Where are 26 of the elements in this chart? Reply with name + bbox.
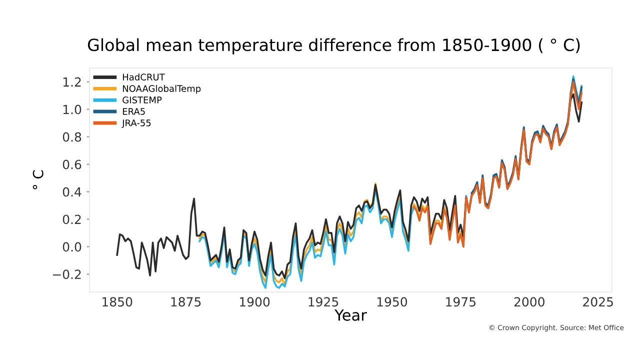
y-tick-label: 0.0 <box>62 242 82 252</box>
x-tick-label: 1875 <box>171 297 201 307</box>
y-axis-title: ° C <box>32 170 44 190</box>
legend-label: GISTEMP <box>122 96 162 104</box>
legend-label: JRA-55 <box>122 120 151 128</box>
y-tick-label: 0.4 <box>62 187 82 197</box>
x-tick-label: 1900 <box>240 297 270 307</box>
y-tick-label: 0.8 <box>62 132 82 142</box>
x-tick-label: 1925 <box>308 297 338 307</box>
legend-label: NOAAGlobalTemp <box>122 84 201 94</box>
y-tick-label: 0.6 <box>62 160 82 170</box>
x-tick-label: 2025 <box>583 297 613 307</box>
y-tick-label: −0.2 <box>52 270 81 280</box>
y-tick-label: 1.0 <box>63 104 82 114</box>
x-axis-title: Year <box>334 309 367 321</box>
legend-label: ERA5 <box>122 108 145 115</box>
legend-label: HadCRUT <box>122 74 165 80</box>
x-tick-label: 1975 <box>446 297 476 307</box>
x-tick-label: 1850 <box>102 297 132 307</box>
line-series <box>413 80 583 248</box>
y-tick-label: 0.2 <box>62 214 81 224</box>
line-series <box>470 78 583 206</box>
x-tick-label: 2000 <box>514 297 544 307</box>
y-tick-label: 1.2 <box>63 77 81 87</box>
x-tick-label: 1950 <box>377 297 408 307</box>
chart-title: Global mean temperature difference from 1850-1900 ( ° C) <box>88 38 580 54</box>
